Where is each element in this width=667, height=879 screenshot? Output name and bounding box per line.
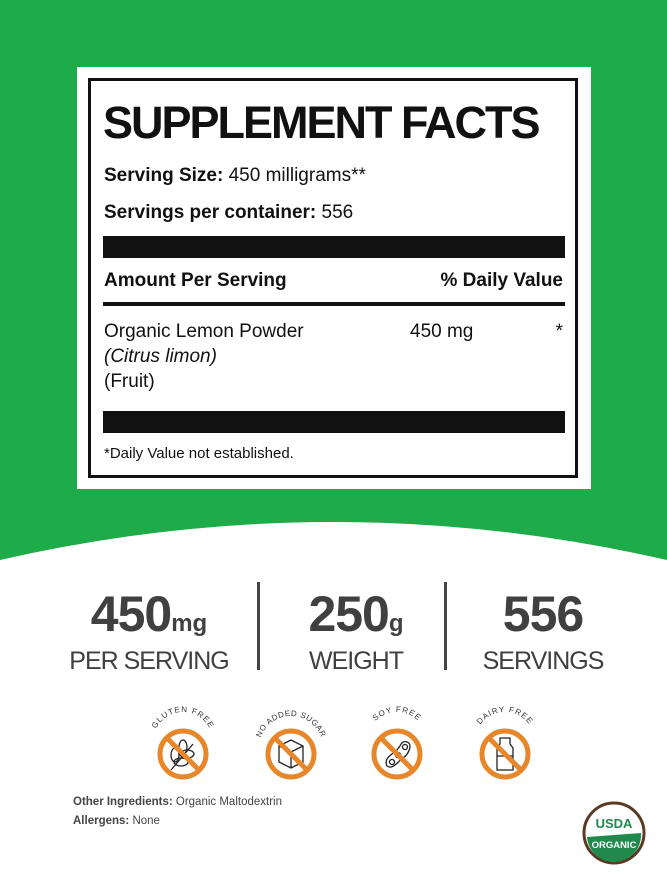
stat-label: WEIGHT: [309, 647, 404, 675]
other-ingredients-label: Other Ingredients:: [73, 796, 173, 808]
stat-divider: [444, 582, 447, 670]
ingredient-part: (Fruit): [104, 371, 155, 392]
no-added-sugar-badge: NO ADDED SUGAR: [254, 709, 328, 780]
serving-size-value: 450 milligrams**: [228, 165, 366, 186]
stat-weight: 250g WEIGHT: [263, 588, 449, 676]
svg-text:NO ADDED SUGAR: NO ADDED SUGAR: [254, 709, 328, 739]
dairy-free-badge: DAIRY FREE: [475, 705, 535, 780]
stat-divider: [257, 582, 260, 670]
stat-value: 556: [502, 586, 584, 642]
usda-text: USDA: [596, 816, 633, 831]
svg-text:DAIRY FREE: DAIRY FREE: [475, 705, 535, 726]
stat-label: PER SERVING: [69, 647, 229, 675]
supplement-facts-panel: SUPPLEMENT FACTS Serving Size: 450 milli…: [77, 67, 591, 489]
usda-organic-seal: USDA ORGANIC: [582, 801, 646, 865]
ingredient-dv: *: [555, 321, 563, 342]
thick-divider: [103, 411, 565, 433]
thick-divider: [103, 236, 565, 258]
other-ingredients: Other Ingredients: Organic Maltodextrin: [73, 795, 282, 809]
dv-header: % Daily Value: [440, 270, 563, 291]
badge-text: SOY FREE: [371, 705, 423, 723]
soy-free-badge: SOY FREE: [371, 705, 424, 780]
serving-size: Serving Size: 450 milligrams**: [104, 165, 366, 187]
stat-value: 250: [308, 586, 389, 642]
panel-title: SUPPLEMENT FACTS: [103, 97, 541, 148]
allergens-label: Allergens:: [73, 815, 130, 827]
panel-border: SUPPLEMENT FACTS Serving Size: 450 milli…: [88, 78, 578, 478]
servings-value: 556: [321, 202, 354, 223]
ingredient-amount: 450 mg: [410, 321, 474, 342]
other-ingredients-value: Organic Maltodextrin: [175, 796, 282, 808]
gluten-free-badge: GLUTEN FREE: [150, 705, 216, 780]
divider: [103, 302, 565, 306]
stat-per-serving: 450mg PER SERVING: [56, 588, 242, 676]
allergens: Allergens: None: [73, 814, 160, 828]
svg-text:GLUTEN FREE: GLUTEN FREE: [150, 705, 216, 730]
serving-size-label: Serving Size:: [104, 165, 224, 186]
stat-unit: mg: [171, 610, 208, 637]
stat-unit: g: [388, 610, 404, 637]
footnote: *Daily Value not established.: [104, 445, 294, 462]
badge-text: DAIRY FREE: [475, 705, 534, 726]
badge-text: GLUTEN FREE: [150, 705, 215, 730]
ingredient-latin: (Citrus limon): [104, 346, 217, 367]
servings-label: Servings per container:: [104, 202, 317, 223]
stat-servings: 556 SERVINGS: [450, 588, 636, 676]
organic-text: ORGANIC: [592, 840, 637, 851]
stat-value: 450: [90, 586, 172, 642]
badge-text: NO ADDED SUGAR: [254, 709, 327, 739]
allergens-value: None: [132, 815, 160, 827]
ingredient-name: Organic Lemon Powder: [104, 321, 304, 342]
svg-text:SOY FREE: SOY FREE: [371, 705, 424, 723]
amount-header: Amount Per Serving: [104, 270, 287, 291]
servings-per-container: Servings per container: 556: [104, 202, 353, 224]
stat-label: SERVINGS: [482, 647, 605, 675]
